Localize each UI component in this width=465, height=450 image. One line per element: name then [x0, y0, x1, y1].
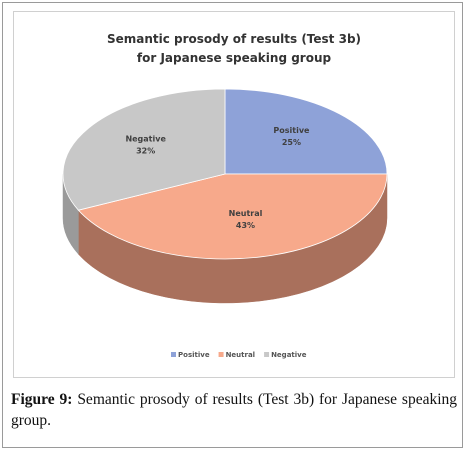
legend-swatch: [264, 352, 270, 357]
data-label-category: Neutral: [229, 209, 263, 218]
caption-text: Semantic prosody of results (Test 3b) fo…: [11, 391, 458, 429]
legend-label: Positive: [178, 351, 210, 359]
slice: [77, 173, 388, 260]
caption: Figure 9: Semantic prosody of results (T…: [11, 389, 457, 431]
data-label-value: 43%: [236, 221, 255, 230]
chart-title: Semantic prosody of results (Test 3b): [107, 32, 361, 46]
legend-swatch: [218, 352, 224, 357]
legend-swatch: [171, 352, 176, 357]
data-label-category: Negative: [125, 135, 166, 144]
slice: [224, 88, 388, 175]
chart-title: for Japanese speaking group: [137, 51, 332, 65]
data-label-value: 25%: [282, 138, 301, 147]
caption-label: Figure 9:: [11, 391, 73, 408]
legend-label: Neutral: [226, 351, 256, 359]
data-label-category: Positive: [273, 126, 310, 135]
chart: Semantic prosody of results (Test 3b) fo…: [13, 11, 455, 378]
slice: [62, 88, 226, 211]
data-label-value: 32%: [136, 147, 155, 156]
legend-label: Negative: [271, 351, 307, 359]
